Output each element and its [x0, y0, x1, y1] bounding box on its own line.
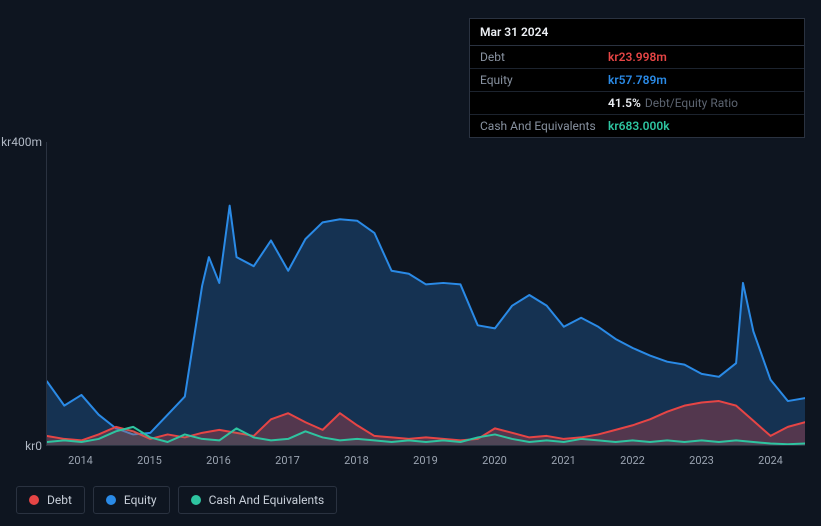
chart-area: kr400mkr0 201420152016201720182019202020…	[16, 120, 805, 476]
tooltip-row-value: kr57.789m	[608, 73, 667, 87]
legend-item[interactable]: Equity	[93, 486, 170, 514]
x-axis-label: 2021	[551, 454, 576, 467]
tooltip-row-sub: Debt/Equity Ratio	[645, 96, 738, 110]
x-axis-label: 2020	[482, 454, 507, 467]
tooltip-row-value: kr23.998m	[608, 50, 667, 64]
x-axis-label: 2014	[68, 454, 93, 467]
tooltip-date: Mar 31 2024	[470, 19, 804, 46]
tooltip-row: Equitykr57.789m	[470, 69, 804, 92]
y-axis-label: kr400m	[0, 135, 42, 149]
x-axis-label: 2024	[758, 454, 783, 467]
legend-swatch	[29, 495, 39, 505]
tooltip-row-value: 41.5%Debt/Equity Ratio	[608, 96, 738, 110]
y-axis-label: kr0	[0, 439, 42, 453]
x-axis-label: 2017	[275, 454, 300, 467]
legend: Debt Equity Cash And Equivalents	[16, 486, 337, 514]
x-axis-label: 2023	[689, 454, 714, 467]
x-axis-label: 2015	[137, 454, 162, 467]
x-axis-label: 2019	[413, 454, 438, 467]
tooltip-row-label: Equity	[480, 73, 608, 87]
legend-swatch	[106, 495, 116, 505]
legend-item[interactable]: Cash And Equivalents	[178, 486, 338, 514]
legend-label: Debt	[47, 493, 72, 507]
legend-label: Cash And Equivalents	[209, 493, 325, 507]
tooltip-row-label: Debt	[480, 50, 608, 64]
plot-region[interactable]	[46, 142, 805, 446]
tooltip-row: 41.5%Debt/Equity Ratio	[470, 92, 804, 115]
legend-label: Equity	[124, 493, 157, 507]
tooltip-row-label	[480, 96, 608, 110]
x-axis-label: 2018	[344, 454, 369, 467]
x-axis: 2014 2015 2016 2017 2018 2019 2020 2021 2022 2023…	[46, 448, 805, 476]
x-axis-label: 2016	[206, 454, 231, 467]
legend-swatch	[191, 495, 201, 505]
x-axis-label: 2022	[620, 454, 645, 467]
tooltip-row: Debtkr23.998m	[470, 46, 804, 69]
legend-item[interactable]: Debt	[16, 486, 85, 514]
